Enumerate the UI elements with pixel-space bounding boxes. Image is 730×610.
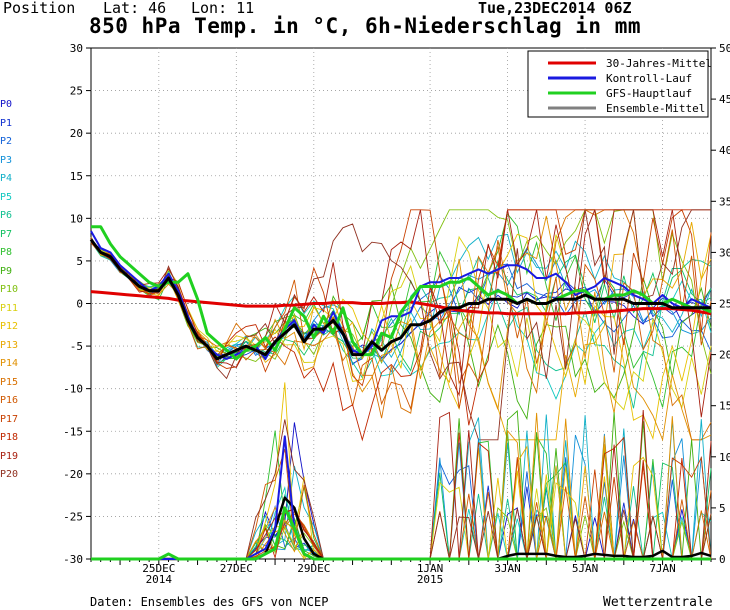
y-left-tick-label: 15 <box>70 170 83 183</box>
y-left-tick-label: 30 <box>70 42 83 55</box>
legend-label: Kontroll-Lauf <box>606 72 692 85</box>
chart-title: 850 hPa Temp. in °C, 6h-Niederschlag in … <box>88 14 641 38</box>
x-tick-year-label: 2015 <box>417 573 444 586</box>
member-label: P0 <box>0 99 13 110</box>
y-left-tick-label: -25 <box>63 510 83 523</box>
y-left-tick-label: -30 <box>63 553 83 566</box>
member-label: P4 <box>0 173 13 184</box>
member-label: P6 <box>0 210 13 221</box>
x-tick-year-label: 2014 <box>146 573 173 586</box>
run-date: Tue,23DEC2014 06Z <box>478 0 632 17</box>
y-right-tick-label: 20 <box>719 349 730 362</box>
y-right-tick-label: 10 <box>719 451 730 464</box>
member-label: P1 <box>0 117 13 129</box>
member-label: P8 <box>0 247 13 258</box>
lon-label: Lon: 11 <box>191 0 255 17</box>
y-left-tick-label: -10 <box>63 383 83 396</box>
member-label: P13 <box>0 339 19 351</box>
member-list: P0 P1 P2 P3 P4 P5 P6 P7 P8 P9 P10 P11 P12 P13 P14 P15 P1… <box>0 96 18 485</box>
member-label: P12 <box>0 321 19 332</box>
member-label: P11 <box>0 302 19 314</box>
legend-label: 30-Jahres-Mittel <box>606 57 712 70</box>
member-label: P15 <box>0 376 19 388</box>
member-temp-line <box>90 229 712 411</box>
member-label: P3 <box>0 154 13 166</box>
x-tick-label: 1JAN <box>417 562 444 575</box>
member-label: P17 <box>0 413 19 425</box>
y-right-tick-label: 25 <box>719 298 730 311</box>
member-label: P2 <box>0 136 13 147</box>
data-source: Daten: Ensembles des GFS von NCEP <box>90 595 329 609</box>
y-right-tick-label: 15 <box>719 400 730 413</box>
member-label: P20 <box>0 469 19 480</box>
y-left-tick-label: 0 <box>76 298 83 311</box>
y-left-tick-label: 10 <box>70 212 83 225</box>
x-tick-label: 27DEC <box>220 562 253 575</box>
member-label: P16 <box>0 395 19 406</box>
member-temp-line <box>90 209 712 374</box>
y-left-tick-label: 20 <box>70 127 83 140</box>
x-tick-label: 5JAN <box>572 562 599 575</box>
x-tick-label: 25DEC <box>142 562 175 575</box>
temp-series-line <box>90 290 712 316</box>
member-label: P5 <box>0 191 13 203</box>
y-left-tick-label: -20 <box>63 468 83 481</box>
x-tick-label: 7JAN <box>649 562 676 575</box>
temp-series-line <box>89 238 711 361</box>
y-right-tick-label: 5 <box>719 502 726 515</box>
y-right-tick-label: 40 <box>719 144 730 157</box>
y-left-tick-label: -15 <box>63 425 83 438</box>
y-left-tick-label: 5 <box>76 255 83 268</box>
member-label: P18 <box>0 432 19 443</box>
member-temp-line <box>90 209 711 442</box>
x-tick-label: 29DEC <box>297 562 330 575</box>
member-label: P9 <box>0 265 13 277</box>
member-label: P19 <box>0 450 19 462</box>
member-label: P10 <box>0 284 19 295</box>
x-tick-label: 3JAN <box>494 562 521 575</box>
y-right-tick-label: 45 <box>719 93 730 106</box>
y-right-tick-label: 30 <box>719 246 730 259</box>
y-right-tick-label: 35 <box>719 195 730 208</box>
y-right-tick-label: 50 <box>719 42 730 55</box>
y-right-tick-label: 0 <box>719 553 726 566</box>
precip-series-line <box>91 506 711 561</box>
member-label: P14 <box>0 358 19 369</box>
y-left-tick-label: 25 <box>70 85 83 98</box>
brand-label: Wetterzentrale <box>603 595 713 610</box>
legend-label: GFS-Hauptlauf <box>606 87 692 100</box>
legend-label: Ensemble-Mittel <box>606 102 705 115</box>
y-left-tick-label: -5 <box>70 340 83 353</box>
member-label: P7 <box>0 228 13 240</box>
position-label: Position <box>3 0 76 17</box>
lat-label: Lat: 46 <box>103 0 167 17</box>
